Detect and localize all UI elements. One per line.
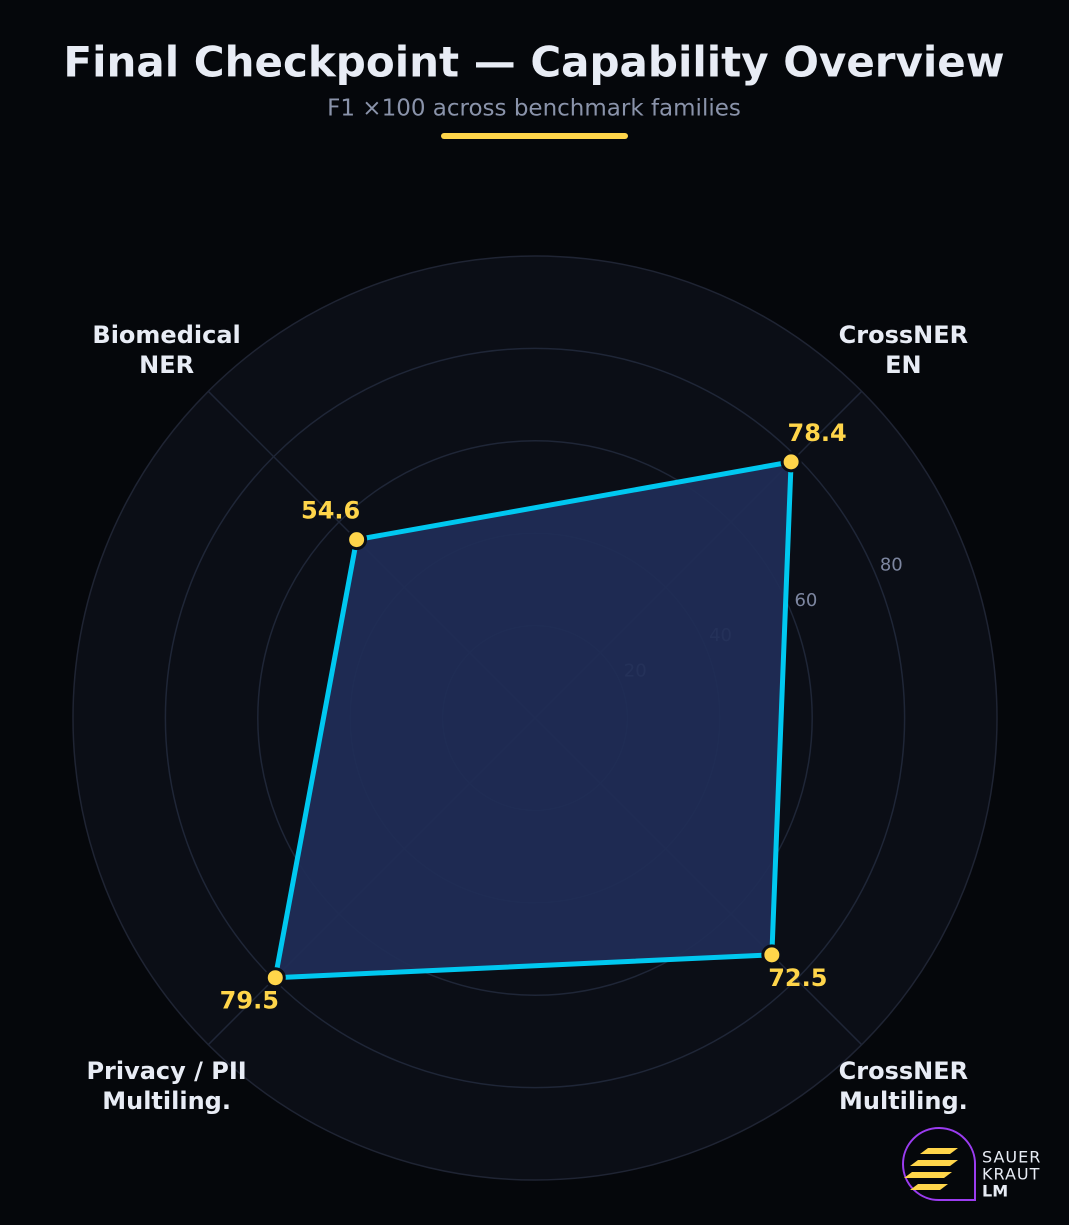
r-tick-label: 80 (880, 554, 903, 575)
chart-subtitle: F1 ×100 across benchmark families (327, 96, 741, 122)
data-point (780, 451, 802, 473)
grid-ring (257, 440, 813, 996)
logo-mark (904, 1148, 958, 1190)
value-label: 78.4 (788, 419, 847, 447)
brand-text: SAUER (982, 1148, 1041, 1167)
grid-ring (164, 347, 906, 1089)
title-underline (441, 133, 628, 139)
category-label: Biomedical NER (92, 320, 241, 379)
data-point (264, 967, 286, 989)
category-label: Privacy / PII Multiling. (86, 1057, 247, 1116)
data-point (346, 529, 368, 551)
logo-frame (902, 1127, 977, 1202)
data-point (761, 944, 783, 966)
brand-text: LM (982, 1182, 1008, 1201)
r-tick-label: 60 (794, 590, 817, 611)
brand-logo: SAUER KRAUT LM (902, 1127, 1041, 1202)
chart-title: Final Checkpoint — Capability Overview (63, 38, 1004, 87)
category-label: CrossNER EN (838, 320, 969, 379)
value-label: 79.5 (220, 987, 279, 1015)
value-label: 72.5 (768, 964, 827, 992)
brand-text: KRAUT (982, 1165, 1040, 1184)
value-label: 54.6 (301, 497, 360, 525)
category-label: CrossNER Multiling. (838, 1057, 969, 1116)
